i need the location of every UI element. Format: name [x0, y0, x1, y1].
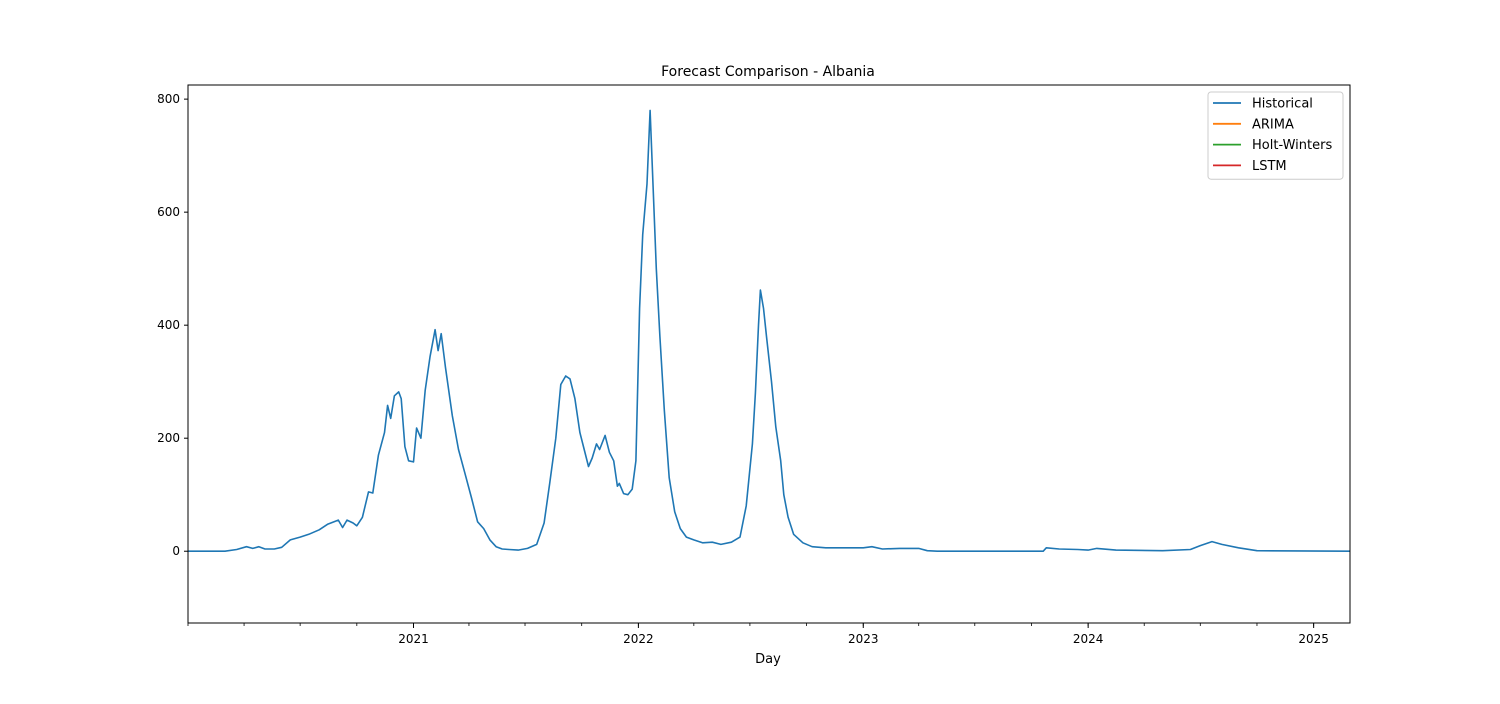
series-line-0: [188, 109, 1351, 552]
y-tick-label: 600: [157, 205, 180, 219]
y-tick-label: 400: [157, 318, 180, 332]
x-tick-label: 2022: [623, 632, 654, 646]
x-tick-label: 2025: [1298, 632, 1329, 646]
plot-frame: [187, 84, 1351, 624]
legend-label: Holt-Winters: [1252, 138, 1332, 153]
legend: Historical ARIMA Holt-Winters LSTM: [1207, 91, 1344, 180]
legend-label: ARIMA: [1252, 117, 1294, 132]
legend-label: Historical: [1252, 97, 1313, 112]
y-tick-label: 200: [157, 431, 180, 445]
legend-box: [1207, 91, 1344, 180]
x-axis-label: Day: [755, 652, 781, 667]
x-tick-label: 2023: [848, 632, 879, 646]
chart-title: Forecast Comparison - Albania: [661, 64, 875, 80]
x-tick-label: 2021: [398, 632, 429, 646]
x-tick-label: 2024: [1073, 632, 1104, 646]
y-tick-label: 0: [172, 544, 180, 558]
y-tick-label: 800: [157, 92, 180, 106]
legend-label: LSTM: [1252, 159, 1287, 174]
